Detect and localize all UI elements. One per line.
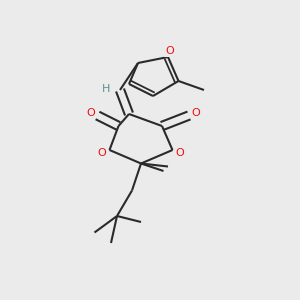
Text: H: H [102,83,111,94]
Text: O: O [176,148,184,158]
Text: O: O [86,107,95,118]
Text: O: O [191,107,200,118]
Text: O: O [98,148,106,158]
Text: O: O [165,46,174,56]
